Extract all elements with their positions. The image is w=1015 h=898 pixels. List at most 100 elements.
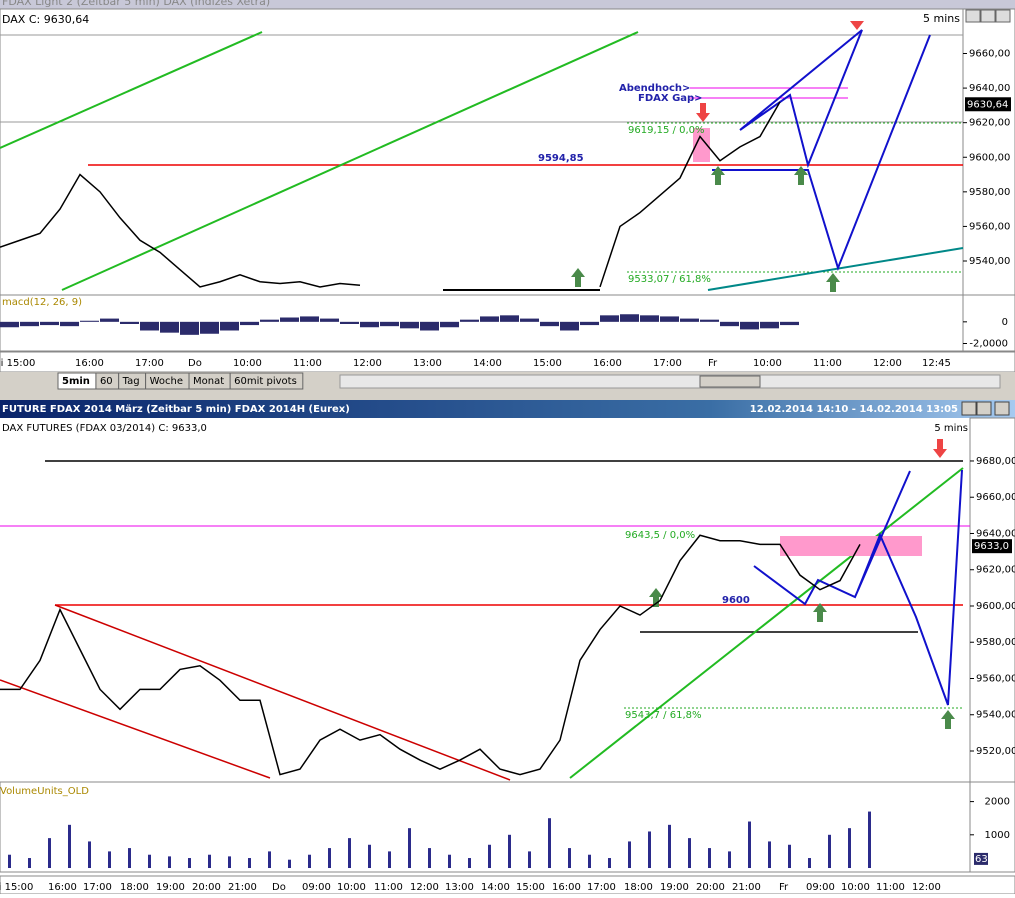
gap-box [693, 128, 710, 162]
y-tick-label: 9660,00 [969, 49, 1010, 60]
y-tick-label: 9580,00 [976, 637, 1015, 648]
macd-bar [540, 321, 559, 327]
macd-bar [400, 321, 419, 329]
time-label: 14:00 [481, 882, 510, 893]
up-arrow [649, 588, 663, 607]
scroll-thumb[interactable] [699, 375, 761, 388]
time-label: 20:00 [696, 882, 725, 893]
minimize-button[interactable] [961, 401, 977, 416]
volume-bar [8, 854, 11, 868]
macd-bar [240, 321, 259, 326]
time-label: 11:00 [374, 882, 403, 893]
gap [0, 390, 1015, 400]
y-tick-label: 9600,00 [976, 601, 1015, 612]
zone-box [780, 536, 922, 556]
y-tick-label: 9560,00 [976, 673, 1015, 684]
time-label: Do [188, 358, 202, 369]
volume-bar [128, 848, 131, 868]
y-tick-label: 9600,00 [969, 152, 1010, 163]
volume-bar [768, 841, 771, 868]
window-title: FUTURE FDAX 2014 März (Zeitbar 5 min) FD… [2, 404, 350, 415]
y-tick-label: 9640,00 [976, 528, 1015, 539]
volume-bar [828, 834, 831, 868]
trend-line [569, 467, 964, 779]
maximize-button[interactable] [976, 401, 992, 416]
volume-pane [0, 781, 971, 873]
tab-frame [229, 372, 304, 390]
macd-bar [160, 321, 179, 333]
macd-bar [0, 321, 19, 328]
volume-bar [528, 851, 531, 868]
macd-bar [100, 318, 119, 322]
time-label: Do [272, 882, 286, 893]
time-label: 09:00 [302, 882, 331, 893]
price-line [0, 534, 861, 776]
tab[interactable]: Woche [150, 376, 183, 387]
time-label: 18:00 [624, 882, 653, 893]
y-tick-label: 9520,00 [976, 746, 1015, 757]
scrollbar[interactable] [339, 374, 1001, 389]
macd-bar [700, 319, 719, 322]
channel-line [0, 679, 271, 779]
macd-bar [660, 316, 679, 322]
annotation: 9594,85 [538, 153, 584, 164]
macd-bar [20, 321, 39, 327]
y-tick-label: 9560,00 [969, 221, 1010, 232]
volume-bar [308, 854, 311, 868]
close-button[interactable] [994, 401, 1010, 416]
y-tick-label: 1000 [985, 830, 1010, 841]
macd-bar [380, 321, 399, 327]
last-price: 9633,0 [974, 541, 1009, 552]
volume-bar [288, 859, 291, 868]
volume-bar [648, 831, 651, 868]
up-arrow [794, 166, 808, 185]
down-arrow [933, 439, 947, 458]
macd-bar [440, 321, 459, 328]
volume-bar [328, 848, 331, 868]
volume-label: VolumeUnits_OLD [0, 786, 89, 797]
time-label: Fr [779, 882, 789, 893]
maximize-button[interactable] [980, 9, 996, 23]
tab[interactable]: 60 [100, 376, 113, 387]
volume-bar [248, 858, 251, 868]
time-label: 11:00 [876, 882, 905, 893]
window-title: FDAX Light 2 (Zeitbar 5 min) DAX (Indize… [2, 0, 270, 8]
tab[interactable]: Tag [122, 376, 140, 387]
volume-bar [268, 851, 271, 868]
time-label: 12:00 [353, 358, 382, 369]
macd-bar [640, 315, 659, 322]
time-label: 20:00 [192, 882, 221, 893]
last-volume: 63 [975, 854, 988, 865]
arrows [649, 588, 955, 729]
volume-bar [848, 828, 851, 868]
down-arrow [850, 21, 864, 30]
interval: 5 mins [934, 423, 968, 434]
price-axis [969, 417, 1015, 783]
annotation: 9643,5 / 0,0% [625, 530, 695, 541]
time-label: 12:00 [873, 358, 902, 369]
macd-bar [420, 321, 439, 331]
trend-line [0, 31, 263, 149]
tab[interactable]: 60mit pivots [234, 376, 297, 387]
time-label: 21:00 [228, 882, 257, 893]
y-tick-label: 9620,00 [969, 118, 1010, 129]
time-label: 17:00 [587, 882, 616, 893]
macd-bar [620, 314, 639, 322]
volume-bar [868, 811, 871, 868]
tab[interactable]: Monat [193, 376, 224, 387]
annotation: 9543,7 / 61,8% [625, 710, 701, 721]
minimize-button[interactable] [965, 9, 981, 23]
volume-bar [408, 828, 411, 868]
time-label: 11:00 [813, 358, 842, 369]
annotation: Abendhoch> [619, 83, 690, 94]
time-label: 16:00 [593, 358, 622, 369]
time-label: 15:00 [533, 358, 562, 369]
macd-bar [260, 319, 279, 322]
volume-bar [348, 838, 351, 868]
up-arrow [571, 268, 585, 287]
time-label: 14:00 [473, 358, 502, 369]
window-controls [965, 9, 1011, 23]
close-button[interactable] [995, 9, 1011, 23]
tab[interactable]: 5min [62, 376, 90, 387]
